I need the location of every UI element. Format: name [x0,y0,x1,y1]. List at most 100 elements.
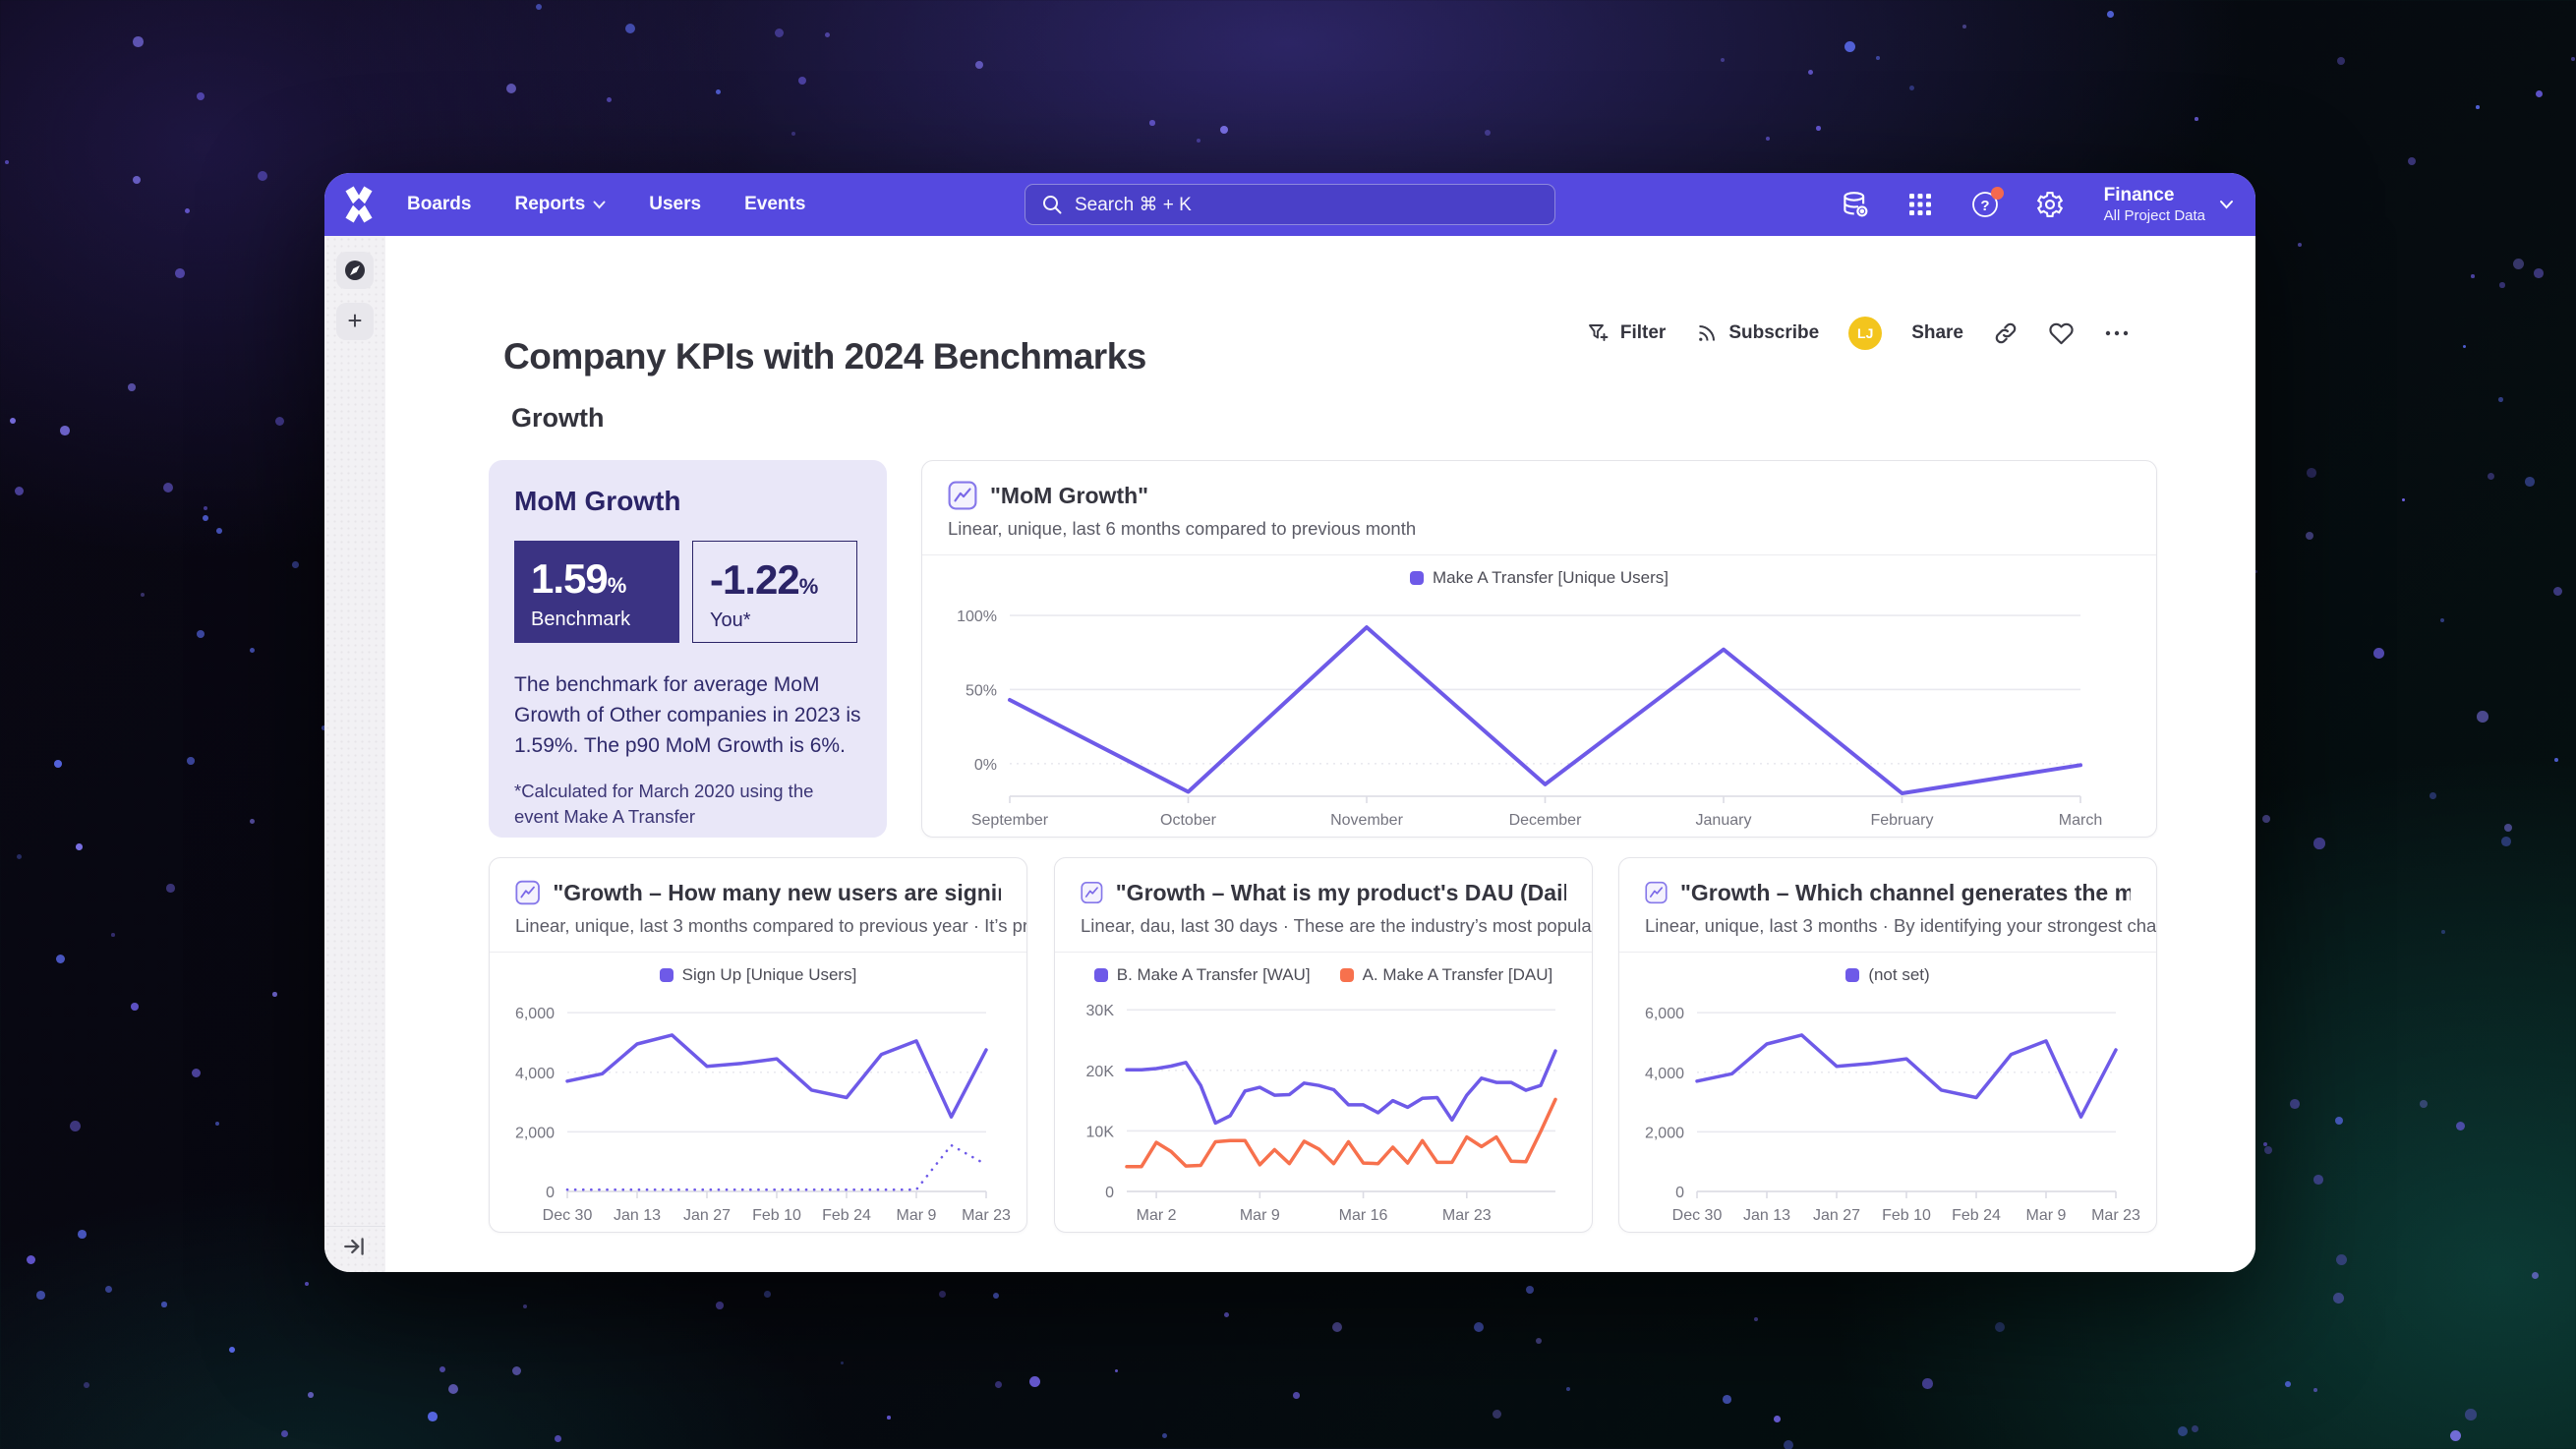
more-menu-button[interactable] [2104,320,2130,346]
chart-card-channels[interactable]: "Growth – Which channel generates the mo… [1618,857,2157,1233]
star [128,383,136,391]
star [5,160,10,165]
legend-swatch [1410,571,1424,585]
share-button[interactable]: Share [1911,322,1963,344]
favorite-button[interactable] [2048,320,2075,347]
legend-label: Make A Transfer [Unique Users] [1433,568,1669,587]
board-content: Filter Subscribe LJ Share [385,236,2255,1272]
data-management-icon[interactable] [1841,190,1870,219]
x-tick-label: Feb 24 [822,1207,871,1224]
dau-chart[interactable]: 0 10K 20K 30K Mar 2 Mar 9 Mar 16 Mar 23 [1068,987,1579,1233]
you-value-box: -1.22% You* [692,541,857,643]
y-tick-label: 4,000 [1645,1066,1684,1082]
star [448,1384,459,1395]
star [70,1121,82,1132]
x-tick-label: Dec 30 [1672,1207,1723,1224]
star [2525,477,2535,487]
top-nav: Boards Reports Users Events Search ⌘ + K [324,173,2255,236]
channels-chart[interactable]: 0 2,000 4,000 6,000 Dec 30 Jan 13 Jan 27 Feb 10… [1632,987,2143,1233]
star [439,1366,445,1372]
nav-right: ? Finance All Project Data [1841,184,2234,225]
settings-gear-icon[interactable] [2035,190,2065,219]
star [163,483,174,493]
app-window: Boards Reports Users Events Search ⌘ + K [324,173,2255,1272]
legend-swatch [1845,968,1860,982]
star [1808,70,1814,76]
star [523,1304,527,1308]
star [204,506,208,511]
star [428,1412,438,1421]
star [625,24,636,34]
expand-sidebar-button[interactable] [342,1234,368,1262]
star [1816,126,1821,131]
copy-link-button[interactable] [1993,320,2019,346]
subscribe-button[interactable]: Subscribe [1695,321,1819,345]
project-scope: All Project Data [2103,206,2205,224]
star [141,593,146,598]
body-row: + Filter [324,236,2255,1272]
help-icon[interactable]: ? [1970,187,2004,219]
x-tick-label: Mar 9 [897,1207,937,1224]
star [2313,838,2325,849]
chart-card-signups[interactable]: "Growth – How many new users are signing… [489,857,1027,1233]
you-label: You* [710,609,751,631]
star [2441,930,2445,934]
benchmark-card[interactable]: MoM Growth 1.59% Benchmark -1.22% You* T… [489,460,887,838]
search-input[interactable]: Search ⌘ + K [1025,184,1555,225]
star [2313,1175,2323,1185]
star [775,29,785,38]
star [2499,282,2505,288]
y-tick-label: 0% [974,757,997,774]
signups-chart[interactable]: 0 2,000 4,000 6,000 Dec 30 Jan 13 Jan 27 Feb 10… [502,987,1014,1233]
nav-item-boards[interactable]: Boards [407,194,472,214]
search-icon [1043,196,1062,214]
star [2450,1430,2462,1442]
star [185,208,190,213]
chart-legend: B. Make A Transfer [WAU] A. Make A Trans… [1055,965,1592,985]
star [2471,274,2475,278]
star [175,268,185,278]
chart-title: "Growth – What is my product's DAU (Dail… [1115,879,1566,905]
benchmark-value-box: 1.59% Benchmark [514,541,679,643]
benchmark-card-title: MoM Growth [514,486,681,516]
nav-item-events[interactable]: Events [744,194,806,214]
star [2178,1426,2188,1436]
star [17,854,23,860]
new-board-button[interactable]: + [336,303,374,340]
x-tick-label: Mar 16 [1339,1207,1388,1224]
discover-boards-button[interactable] [336,252,374,289]
y-tick-label: 50% [966,682,997,699]
filter-button[interactable]: Filter [1587,321,1666,345]
star [2307,468,2316,478]
y-tick-label: 2,000 [515,1125,555,1141]
avatar[interactable]: LJ [1848,317,1883,350]
mom-growth-chart[interactable]: 0% 50% 100% September October November Decembe… [947,590,2132,838]
star [2465,1409,2477,1420]
star [2488,473,2495,481]
chart-card-mom-growth[interactable]: "MoM Growth" Linear, unique, last 6 mont… [921,460,2157,838]
chart-card-dau[interactable]: "Growth – What is my product's DAU (Dai l… [1054,857,1593,1233]
project-name: Finance [2103,185,2175,206]
star [78,1230,87,1239]
nav-item-users[interactable]: Users [649,194,702,214]
benchmark-label: Benchmark [531,609,631,630]
star [133,36,144,47]
star [2333,1293,2344,1304]
search-placeholder: Search ⌘ + K [1075,194,1192,215]
x-tick-label: Jan 27 [683,1207,731,1224]
star [105,1286,113,1294]
legend-label: Sign Up [Unique Users] [681,965,857,984]
chart-title: "Growth – Which channel generates the mo… [1680,879,2131,905]
y-tick-label: 6,000 [1645,1006,1684,1022]
star [975,61,984,70]
mixpanel-logo-icon[interactable] [340,185,378,224]
star [2298,243,2303,248]
y-tick-label: 10K [1086,1124,1115,1140]
star [1474,1322,1485,1333]
project-switcher[interactable]: Finance All Project Data [2104,184,2234,225]
star [197,92,205,101]
svg-text:?: ? [1980,198,1989,214]
apps-grid-icon[interactable] [1905,190,1935,219]
nav-item-reports[interactable]: Reports [514,194,606,215]
star [2285,1381,2291,1387]
